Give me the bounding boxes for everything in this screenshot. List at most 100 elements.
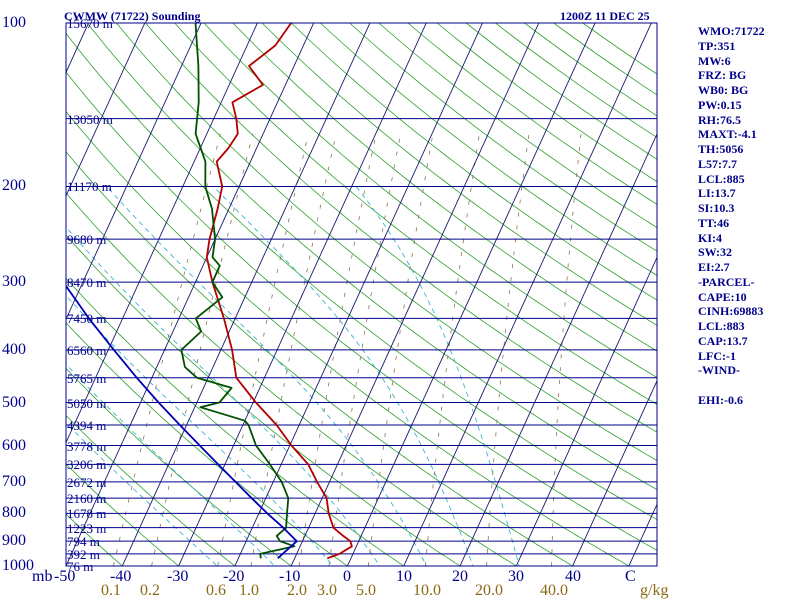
height-label: 794 m — [67, 534, 100, 549]
height-label: 15670 m — [67, 16, 113, 31]
dry-adiabat — [86, 23, 657, 491]
plot-border — [65, 22, 658, 567]
dry-adiabat — [66, 414, 236, 566]
pressure-tick-label: 600 — [2, 437, 26, 454]
pressure-tick-label: 300 — [2, 273, 26, 290]
mixing-ratio-label: 0.2 — [140, 582, 160, 599]
pressure-tick-label: 400 — [2, 341, 26, 358]
isobars — [66, 22, 657, 567]
moist-adiabat — [66, 422, 218, 566]
dry-adiabat — [115, 23, 657, 462]
parcel-profile — [66, 284, 298, 559]
pressure-tick-label: 900 — [2, 532, 26, 549]
isotherm — [178, 23, 427, 566]
index-item: CAP:13.7 — [698, 333, 748, 348]
pressure-unit-label: mb — [32, 568, 53, 585]
mixing-ratio-label: 0.1 — [101, 582, 121, 599]
pressure-tick-label: 200 — [2, 177, 26, 194]
mixing-ratio-line — [151, 133, 254, 566]
index-item: WB0: BG — [698, 83, 749, 97]
height-label: 11170 m — [67, 179, 112, 194]
temperature-profile — [205, 23, 353, 560]
temperature-tick-label: -50 — [54, 568, 76, 585]
temperature-tick-label: -20 — [223, 568, 245, 585]
dry-adiabat — [174, 23, 657, 406]
index-item — [698, 378, 765, 393]
dry-adiabat — [66, 463, 180, 566]
dry-adiabat — [261, 23, 657, 326]
moist-adiabat — [66, 226, 381, 566]
isotherm — [66, 23, 146, 197]
isotherm — [0, 11, 38, 578]
temperature-tick-label: C — [625, 568, 636, 585]
mixing-ratio-label: 3.0 — [317, 582, 337, 599]
index-item: MAXT:-4.1 — [698, 127, 757, 142]
valid-time: 1200Z 11 DEC 25 — [560, 9, 650, 23]
temperature-tick-label: 40 — [565, 568, 581, 585]
mixing-ratio-label: 20.0 — [475, 582, 503, 599]
index-item: SI:10.3 — [698, 201, 735, 215]
pressure-tick-label: 500 — [2, 394, 26, 411]
index-item: TP:351 — [698, 38, 736, 53]
pressure-tick-label: 800 — [2, 504, 26, 521]
index-item: KI:4 — [698, 230, 722, 245]
sounding-indices: WMO:71722 TP:351 MW:6 FRZ: BG WB0: BG PW:0.15… — [698, 24, 765, 408]
height-label: 2160 m — [67, 491, 107, 506]
isotherm — [234, 23, 484, 566]
moist-adiabat — [66, 294, 334, 566]
index-item: CINH:69883 — [698, 304, 764, 319]
isotherm — [572, 379, 657, 566]
index-item: LCL:883 — [698, 319, 745, 333]
mixing-ratio-label: 10.0 — [413, 582, 441, 599]
isotherm — [515, 256, 657, 566]
station-title: CWMW (71722) Sounding — [64, 9, 201, 23]
index-item: EI:2.7 — [698, 260, 730, 274]
height-label: 5765 m — [67, 371, 107, 386]
isotherm — [121, 23, 371, 566]
isotherm — [346, 23, 596, 566]
height-label: 1223 m — [67, 521, 107, 536]
dry-adiabat — [66, 277, 405, 566]
height-label: 6560 m — [67, 343, 107, 358]
isotherm — [459, 132, 657, 566]
index-item: TH:5056 — [698, 142, 744, 156]
isotherm — [66, 23, 258, 444]
profile-lines — [66, 23, 353, 560]
index-item: MW:6 — [698, 53, 731, 68]
index-item: RH:76.5 — [698, 112, 741, 127]
height-label: 7450 m — [67, 311, 107, 326]
dewpoint-profile — [180, 23, 296, 559]
dry-adiabat — [582, 23, 657, 75]
temperature-tick-label: -30 — [167, 568, 189, 585]
isotherms — [0, 11, 657, 578]
index-item: FRZ: BG — [698, 68, 747, 83]
dry-adiabats — [66, 23, 657, 566]
height-label: 2672 m — [67, 475, 107, 490]
index-item: WMO:71722 — [698, 24, 765, 38]
moist-adiabats — [66, 186, 520, 566]
dry-adiabat — [319, 23, 657, 276]
mixing-ratio-unit: g/kg — [640, 582, 669, 599]
height-label: 3206 m — [67, 457, 107, 472]
temperature-tick-label: -40 — [110, 568, 132, 585]
dry-adiabat — [232, 23, 657, 352]
index-item: -WIND- — [698, 363, 740, 378]
temperature-tick-label: 30 — [508, 568, 524, 585]
height-label: 5050 m — [67, 396, 107, 411]
dry-adiabat — [203, 23, 657, 378]
index-item: LFC:-1 — [698, 348, 736, 363]
isotherm — [290, 23, 540, 566]
dry-adiabat — [66, 322, 349, 566]
temperature-tick-label: 10 — [396, 568, 412, 585]
dry-adiabat — [66, 151, 574, 566]
moist-adiabat — [106, 186, 428, 566]
mixing-ratio-label: 5.0 — [356, 582, 376, 599]
dry-adiabat — [66, 192, 518, 566]
dry-adiabat — [66, 71, 657, 551]
dry-adiabat — [349, 23, 657, 252]
height-label: 4394 m — [67, 418, 107, 433]
height-label: 392 m — [67, 547, 100, 562]
index-item: -PARCEL- — [698, 274, 755, 289]
height-label: 3778 m — [67, 439, 107, 454]
